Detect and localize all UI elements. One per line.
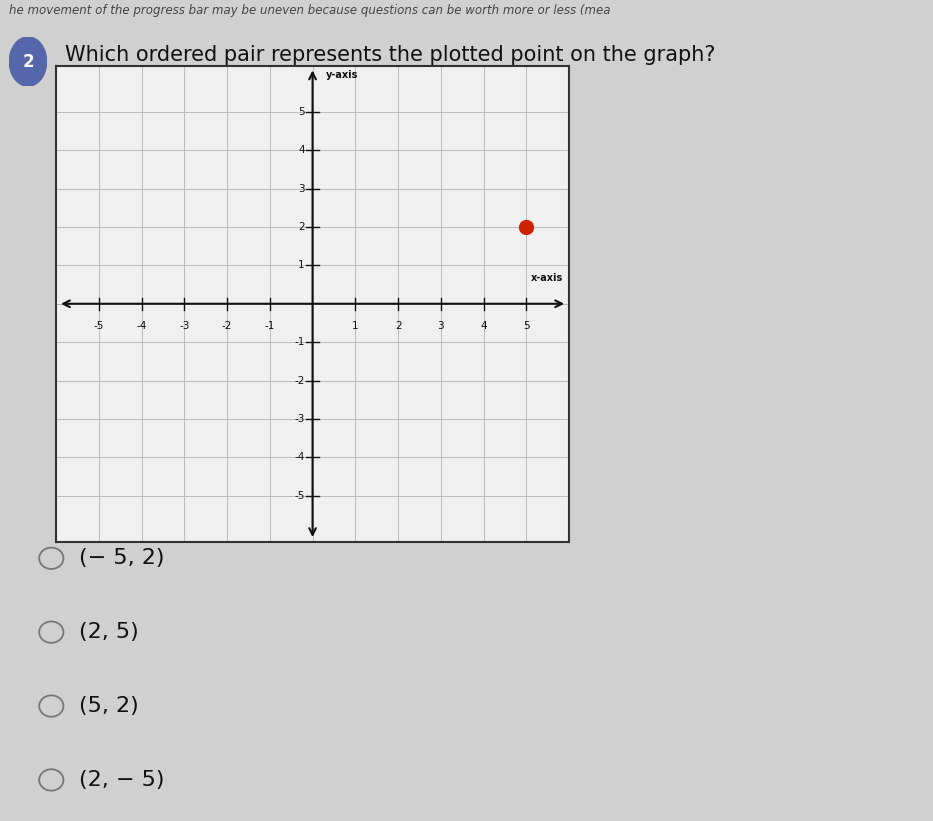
Text: 2: 2 — [22, 53, 34, 71]
Text: 5: 5 — [299, 107, 305, 117]
Text: x-axis: x-axis — [531, 273, 563, 282]
Text: 2: 2 — [395, 321, 401, 331]
Text: 3: 3 — [438, 321, 444, 331]
Text: (− 5, 2): (− 5, 2) — [79, 548, 165, 568]
Text: 5: 5 — [523, 321, 530, 331]
Text: 4: 4 — [480, 321, 487, 331]
Text: -1: -1 — [295, 337, 305, 347]
Text: -3: -3 — [179, 321, 189, 331]
Text: (5, 2): (5, 2) — [79, 696, 139, 716]
Text: -5: -5 — [93, 321, 104, 331]
Text: -5: -5 — [295, 491, 305, 501]
Text: -2: -2 — [222, 321, 232, 331]
Text: Which ordered pair represents the plotted point on the graph?: Which ordered pair represents the plotte… — [65, 45, 716, 65]
Text: y-axis: y-axis — [326, 70, 357, 80]
Text: 4: 4 — [299, 145, 305, 155]
Text: 3: 3 — [299, 184, 305, 194]
Circle shape — [9, 37, 47, 86]
Point — [519, 220, 534, 233]
Text: -3: -3 — [295, 414, 305, 424]
Text: (2, − 5): (2, − 5) — [79, 770, 165, 790]
Text: he movement of the progress bar may be uneven because questions can be worth mor: he movement of the progress bar may be u… — [9, 4, 611, 17]
Text: -2: -2 — [295, 375, 305, 386]
Text: (2, 5): (2, 5) — [79, 622, 139, 642]
Text: -4: -4 — [295, 452, 305, 462]
Text: -4: -4 — [136, 321, 146, 331]
Text: 2: 2 — [299, 222, 305, 232]
Text: -1: -1 — [265, 321, 275, 331]
Text: 1: 1 — [299, 260, 305, 270]
Text: 1: 1 — [352, 321, 358, 331]
